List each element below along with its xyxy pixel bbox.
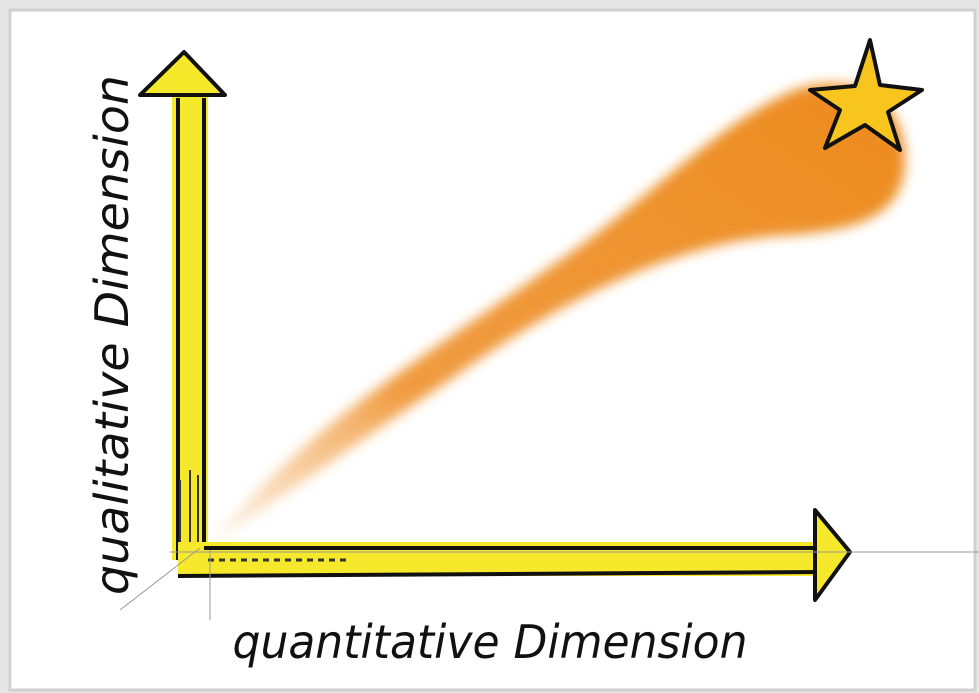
- diagram: qualitative Dimension quantitative Dimen…: [0, 0, 979, 693]
- x-axis-label: quantitative Dimension: [233, 615, 748, 669]
- page: qualitative Dimension quantitative Dimen…: [0, 0, 979, 693]
- y-axis-label: qualitative Dimension: [85, 75, 139, 595]
